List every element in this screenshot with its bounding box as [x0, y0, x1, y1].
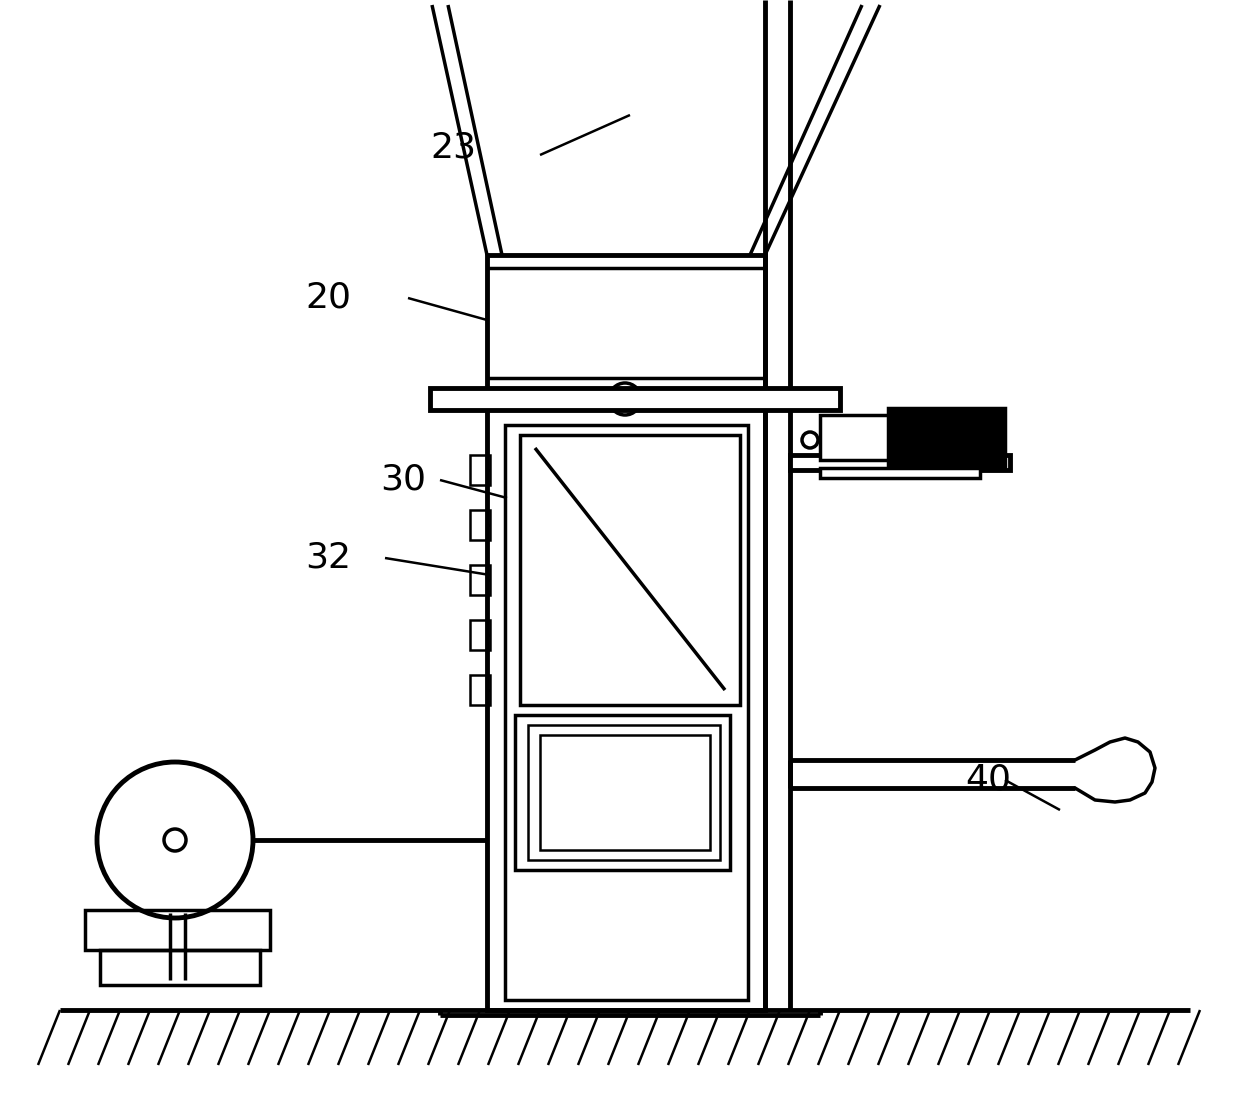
Text: 23: 23 [430, 131, 476, 165]
Bar [539, 735, 711, 850]
Bar [520, 434, 740, 705]
Bar [487, 408, 765, 1010]
Bar [470, 455, 490, 485]
Bar [528, 725, 720, 860]
Text: 30: 30 [379, 463, 427, 497]
Bar [790, 455, 1011, 470]
Bar [470, 620, 490, 649]
Bar [86, 910, 270, 950]
Bar [100, 950, 260, 985]
Bar [820, 416, 890, 460]
Bar [888, 408, 1004, 468]
Bar [820, 468, 980, 478]
Circle shape [802, 432, 818, 448]
Bar [470, 565, 490, 595]
Text: 20: 20 [305, 281, 351, 315]
Bar [505, 426, 748, 1000]
Bar [515, 715, 730, 870]
Text: 40: 40 [965, 763, 1011, 797]
Text: 32: 32 [305, 541, 351, 575]
Bar [470, 510, 490, 540]
Bar [470, 675, 490, 705]
Bar [430, 388, 839, 410]
Bar [487, 255, 765, 390]
